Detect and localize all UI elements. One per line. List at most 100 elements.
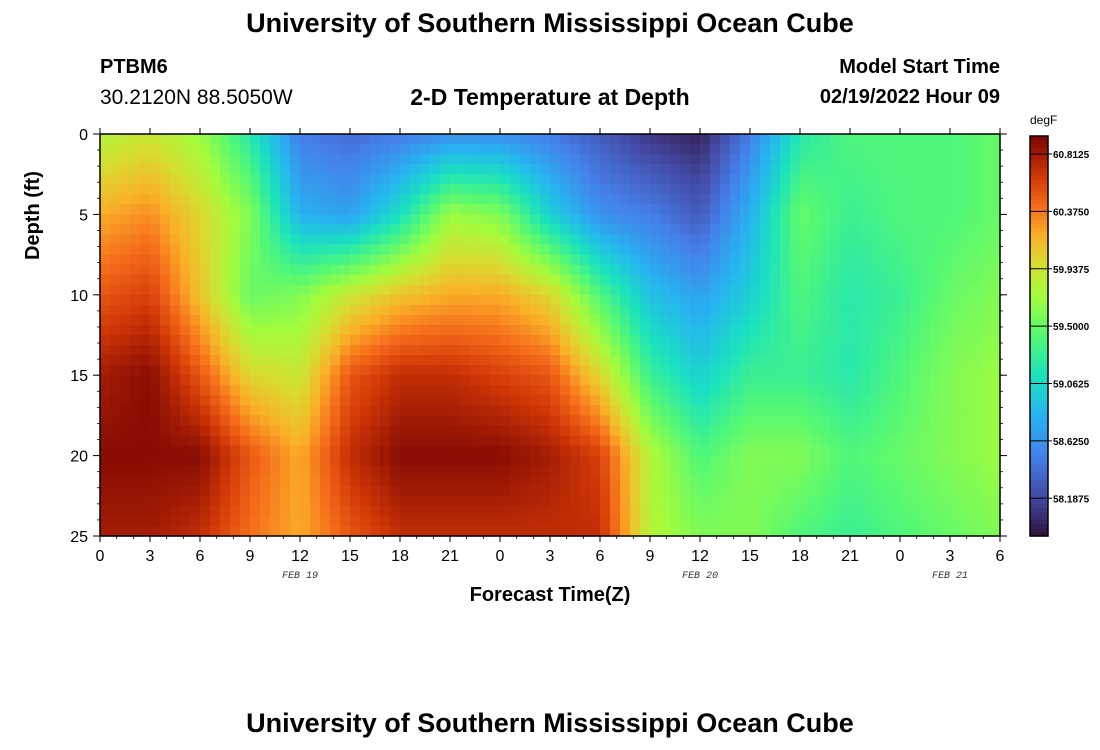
heatmap-cell xyxy=(420,174,431,185)
heatmap-cell xyxy=(700,405,711,416)
heatmap-cell xyxy=(400,375,411,386)
heatmap-cell xyxy=(690,264,701,276)
heatmap-cell xyxy=(560,345,571,356)
heatmap-cell xyxy=(720,224,731,236)
heatmap-cell xyxy=(680,154,691,165)
heatmap-cell xyxy=(230,525,241,537)
heatmap-cell xyxy=(160,445,171,457)
heatmap-cell xyxy=(400,405,411,416)
heatmap-cell xyxy=(930,184,941,195)
heatmap-cell xyxy=(260,495,271,507)
heatmap-cell xyxy=(350,254,361,266)
heatmap-cell xyxy=(370,134,381,145)
heatmap-cell xyxy=(640,244,651,256)
heatmap-cell xyxy=(980,475,991,487)
heatmap-cell xyxy=(410,194,421,205)
heatmap-cell xyxy=(660,505,671,517)
heatmap-cell xyxy=(830,284,841,296)
heatmap-cell xyxy=(970,244,981,256)
heatmap-cell xyxy=(340,415,351,427)
heatmap-cell xyxy=(880,395,891,406)
heatmap-cell xyxy=(970,445,981,457)
heatmap-cell xyxy=(750,324,761,336)
colorbar-swatch xyxy=(1030,200,1048,205)
heatmap-cell xyxy=(970,505,981,517)
heatmap-cell xyxy=(490,485,501,497)
heatmap-cell xyxy=(250,455,261,467)
heatmap-cell xyxy=(770,164,781,175)
x-tick-label: 12 xyxy=(691,548,709,565)
heatmap-cell xyxy=(930,425,941,437)
heatmap-cell xyxy=(960,415,971,427)
heatmap-cell xyxy=(940,244,951,256)
heatmap-cell xyxy=(780,324,791,336)
heatmap-cell xyxy=(480,244,491,256)
heatmap-cell xyxy=(820,314,831,326)
heatmap-cell xyxy=(400,144,411,155)
heatmap-cell xyxy=(160,184,171,195)
heatmap-cell xyxy=(850,405,861,416)
heatmap-cell xyxy=(930,234,941,246)
heatmap-cell xyxy=(850,254,861,266)
heatmap-cell xyxy=(700,395,711,406)
heatmap-cell xyxy=(450,194,461,205)
date-label: FEB 19 xyxy=(282,571,318,582)
heatmap-cell xyxy=(440,174,451,185)
heatmap-cell xyxy=(220,505,231,517)
heatmap-cell xyxy=(260,515,271,527)
heatmap-cell xyxy=(720,144,731,155)
heatmap-cell xyxy=(110,415,121,427)
heatmap-cell xyxy=(430,415,441,427)
heatmap-cell xyxy=(320,164,331,175)
heatmap-cell xyxy=(590,465,601,477)
heatmap-cell xyxy=(970,375,981,386)
heatmap-cell xyxy=(340,365,351,376)
heatmap-cell xyxy=(340,194,351,205)
heatmap-cell xyxy=(550,264,561,276)
heatmap-cell xyxy=(670,345,681,356)
heatmap-cell xyxy=(270,324,281,336)
heatmap-cell xyxy=(470,405,481,416)
heatmap-cell xyxy=(720,445,731,457)
heatmap-cell xyxy=(470,144,481,155)
heatmap-cell xyxy=(770,184,781,195)
heatmap-cell xyxy=(420,194,431,205)
heatmap-cell xyxy=(850,475,861,487)
heatmap-cell xyxy=(520,475,531,487)
heatmap-cell xyxy=(540,154,551,165)
heatmap-cell xyxy=(360,425,371,437)
heatmap-cell xyxy=(130,385,141,396)
heatmap-cell xyxy=(950,164,961,175)
heatmap-cell xyxy=(330,455,341,467)
heatmap-cell xyxy=(570,254,581,266)
heatmap-cell xyxy=(920,425,931,437)
heatmap-cell xyxy=(330,134,341,145)
heatmap-cell xyxy=(420,254,431,266)
heatmap-cell xyxy=(810,475,821,487)
heatmap-cell xyxy=(170,385,181,396)
heatmap-cell xyxy=(780,335,791,346)
heatmap-cell xyxy=(760,174,771,185)
heatmap-cell xyxy=(480,214,491,226)
heatmap-cell xyxy=(810,154,821,165)
colorbar-swatch xyxy=(1030,172,1048,177)
heatmap-cell xyxy=(180,525,191,537)
heatmap-cell xyxy=(190,415,201,427)
heatmap-cell xyxy=(150,375,161,386)
heatmap-cell xyxy=(290,355,301,366)
heatmap-cell xyxy=(720,304,731,316)
heatmap-cell xyxy=(940,224,951,236)
heatmap-cell xyxy=(500,335,511,346)
heatmap-cell xyxy=(120,525,131,537)
heatmap-cell xyxy=(170,405,181,416)
heatmap-cell xyxy=(790,445,801,457)
heatmap-cell xyxy=(440,335,451,346)
heatmap-cell xyxy=(450,314,461,326)
heatmap-cell xyxy=(540,475,551,487)
heatmap-cell xyxy=(250,324,261,336)
heatmap-cell xyxy=(710,425,721,437)
heatmap-cell xyxy=(290,345,301,356)
heatmap-cell xyxy=(680,214,691,226)
heatmap-cell xyxy=(530,214,541,226)
heatmap-cell xyxy=(810,234,821,246)
